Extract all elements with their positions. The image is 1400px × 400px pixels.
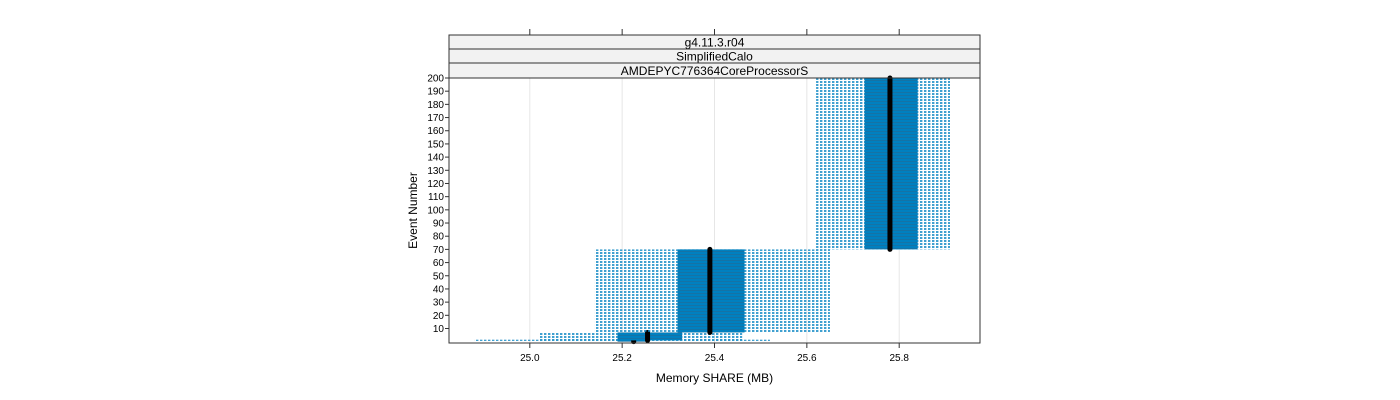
y-tick-label: 60 xyxy=(433,258,445,269)
strip-2: SimplifiedCalo xyxy=(448,48,981,64)
y-tick-label: 130 xyxy=(427,166,444,177)
y-tick-label: 160 xyxy=(427,126,444,137)
x-tick-label: 25.0 xyxy=(520,353,540,364)
y-tick-label: 110 xyxy=(428,192,444,203)
strip-label-3: AMDEPYC776364CoreProcessorS xyxy=(621,64,808,78)
y-tick-label: 10 xyxy=(433,324,445,335)
x-tick-label: 25.6 xyxy=(797,353,817,364)
y-tick-label: 120 xyxy=(427,179,444,190)
y-tick-label: 150 xyxy=(427,139,444,150)
x-axis: 25.0 25.2 25.4 25.6 25.8 xyxy=(520,343,909,364)
strip-3: AMDEPYC776364CoreProcessorS xyxy=(448,62,981,79)
strip-1: g4.11.3.r04 xyxy=(448,34,981,50)
x-tick-label: 25.8 xyxy=(889,353,909,364)
y-tick-label: 80 xyxy=(433,232,445,243)
y-tick-label: 30 xyxy=(433,298,445,309)
y-tick-label: 190 xyxy=(427,87,444,98)
x-tick-label: 25.2 xyxy=(612,353,632,364)
top-axis-ticks xyxy=(529,29,900,35)
y-tick-label: 140 xyxy=(427,153,444,164)
y-axis: 10 20 30 40 50 60 70 80 90 100 110 120 130 140 150 160 1… xyxy=(427,74,449,335)
y-tick-label: 100 xyxy=(427,205,444,216)
y-tick-label: 70 xyxy=(433,245,445,256)
y-tick-label: 90 xyxy=(433,219,445,230)
y-axis-label: Event Number xyxy=(406,172,420,249)
strip-label-2: SimplifiedCalo xyxy=(676,50,753,64)
y-tick-label: 50 xyxy=(433,271,445,282)
y-tick-label: 20 xyxy=(433,311,445,322)
x-axis-label: Memory SHARE (MB) xyxy=(656,371,773,385)
x-tick-label: 25.4 xyxy=(705,353,725,364)
strip-label-1: g4.11.3.r04 xyxy=(685,36,745,50)
y-tick-label: 40 xyxy=(433,284,445,295)
y-tick-label: 200 xyxy=(427,74,444,85)
y-tick-label: 180 xyxy=(427,100,444,111)
chart-marks xyxy=(474,75,950,345)
y-tick-label: 170 xyxy=(427,113,444,124)
